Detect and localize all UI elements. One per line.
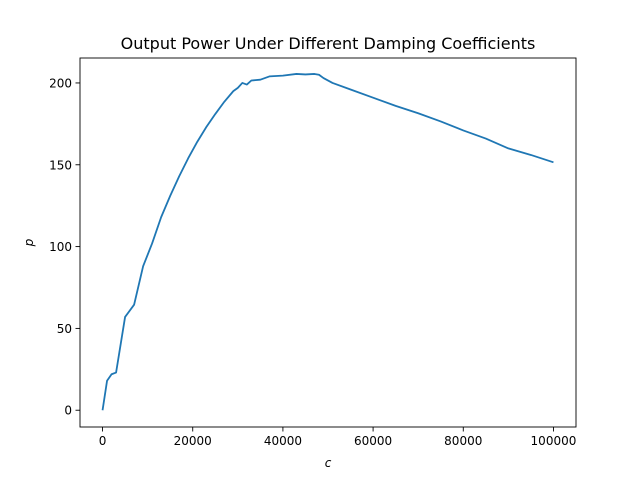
y-axis-label: p <box>22 238 36 247</box>
y-tick-label: 200 <box>49 76 72 90</box>
x-axis-ticks: 0 20000 40000 60000 80000 100000 <box>99 427 577 448</box>
chart-title: Output Power Under Different Damping Coe… <box>121 34 536 53</box>
x-tick-label: 20000 <box>174 434 212 448</box>
x-tick-label: 80000 <box>444 434 482 448</box>
axes-frame <box>79 57 577 428</box>
series-line-output-power <box>101 73 554 411</box>
x-tick-label: 60000 <box>354 434 392 448</box>
y-axis-ticks: 0 50 100 150 200 <box>49 76 80 418</box>
x-axis-label: c <box>325 456 332 470</box>
x-tick-label: 100000 <box>531 434 577 448</box>
y-tick-label: 50 <box>57 322 72 336</box>
y-tick-label: 100 <box>49 240 72 254</box>
y-tick-label: 0 <box>64 404 72 418</box>
x-tick-label: 0 <box>99 434 107 448</box>
y-tick-label: 150 <box>49 158 72 172</box>
x-tick-label: 40000 <box>264 434 302 448</box>
